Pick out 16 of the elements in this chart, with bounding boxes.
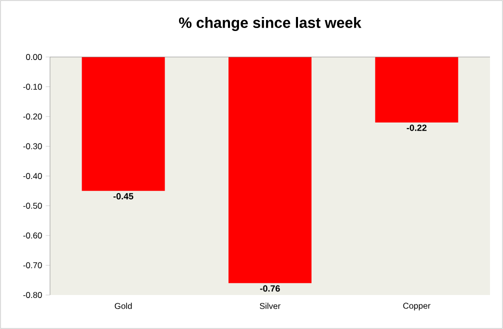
y-tick-label: -0.10 xyxy=(23,84,42,90)
data-label: -0.22 xyxy=(406,124,427,131)
y-tick-label: -0.40 xyxy=(23,173,42,179)
x-tick-label: Copper xyxy=(403,302,430,310)
y-tick-label: -0.80 xyxy=(23,292,42,298)
y-tick-label: -0.70 xyxy=(23,262,42,268)
chart-title: % change since last week xyxy=(179,17,362,31)
x-tick-label: Silver xyxy=(260,302,280,309)
y-tick-label: 0.00 xyxy=(26,54,42,60)
y-tick-label: -0.30 xyxy=(23,143,42,150)
y-tick-label: -0.50 xyxy=(23,202,42,209)
data-label: -0.45 xyxy=(113,193,134,200)
x-tick-label: Gold xyxy=(114,302,132,309)
y-tick-label: -0.60 xyxy=(23,232,42,238)
y-tick-label: -0.20 xyxy=(23,114,42,120)
data-label: -0.76 xyxy=(260,285,280,292)
